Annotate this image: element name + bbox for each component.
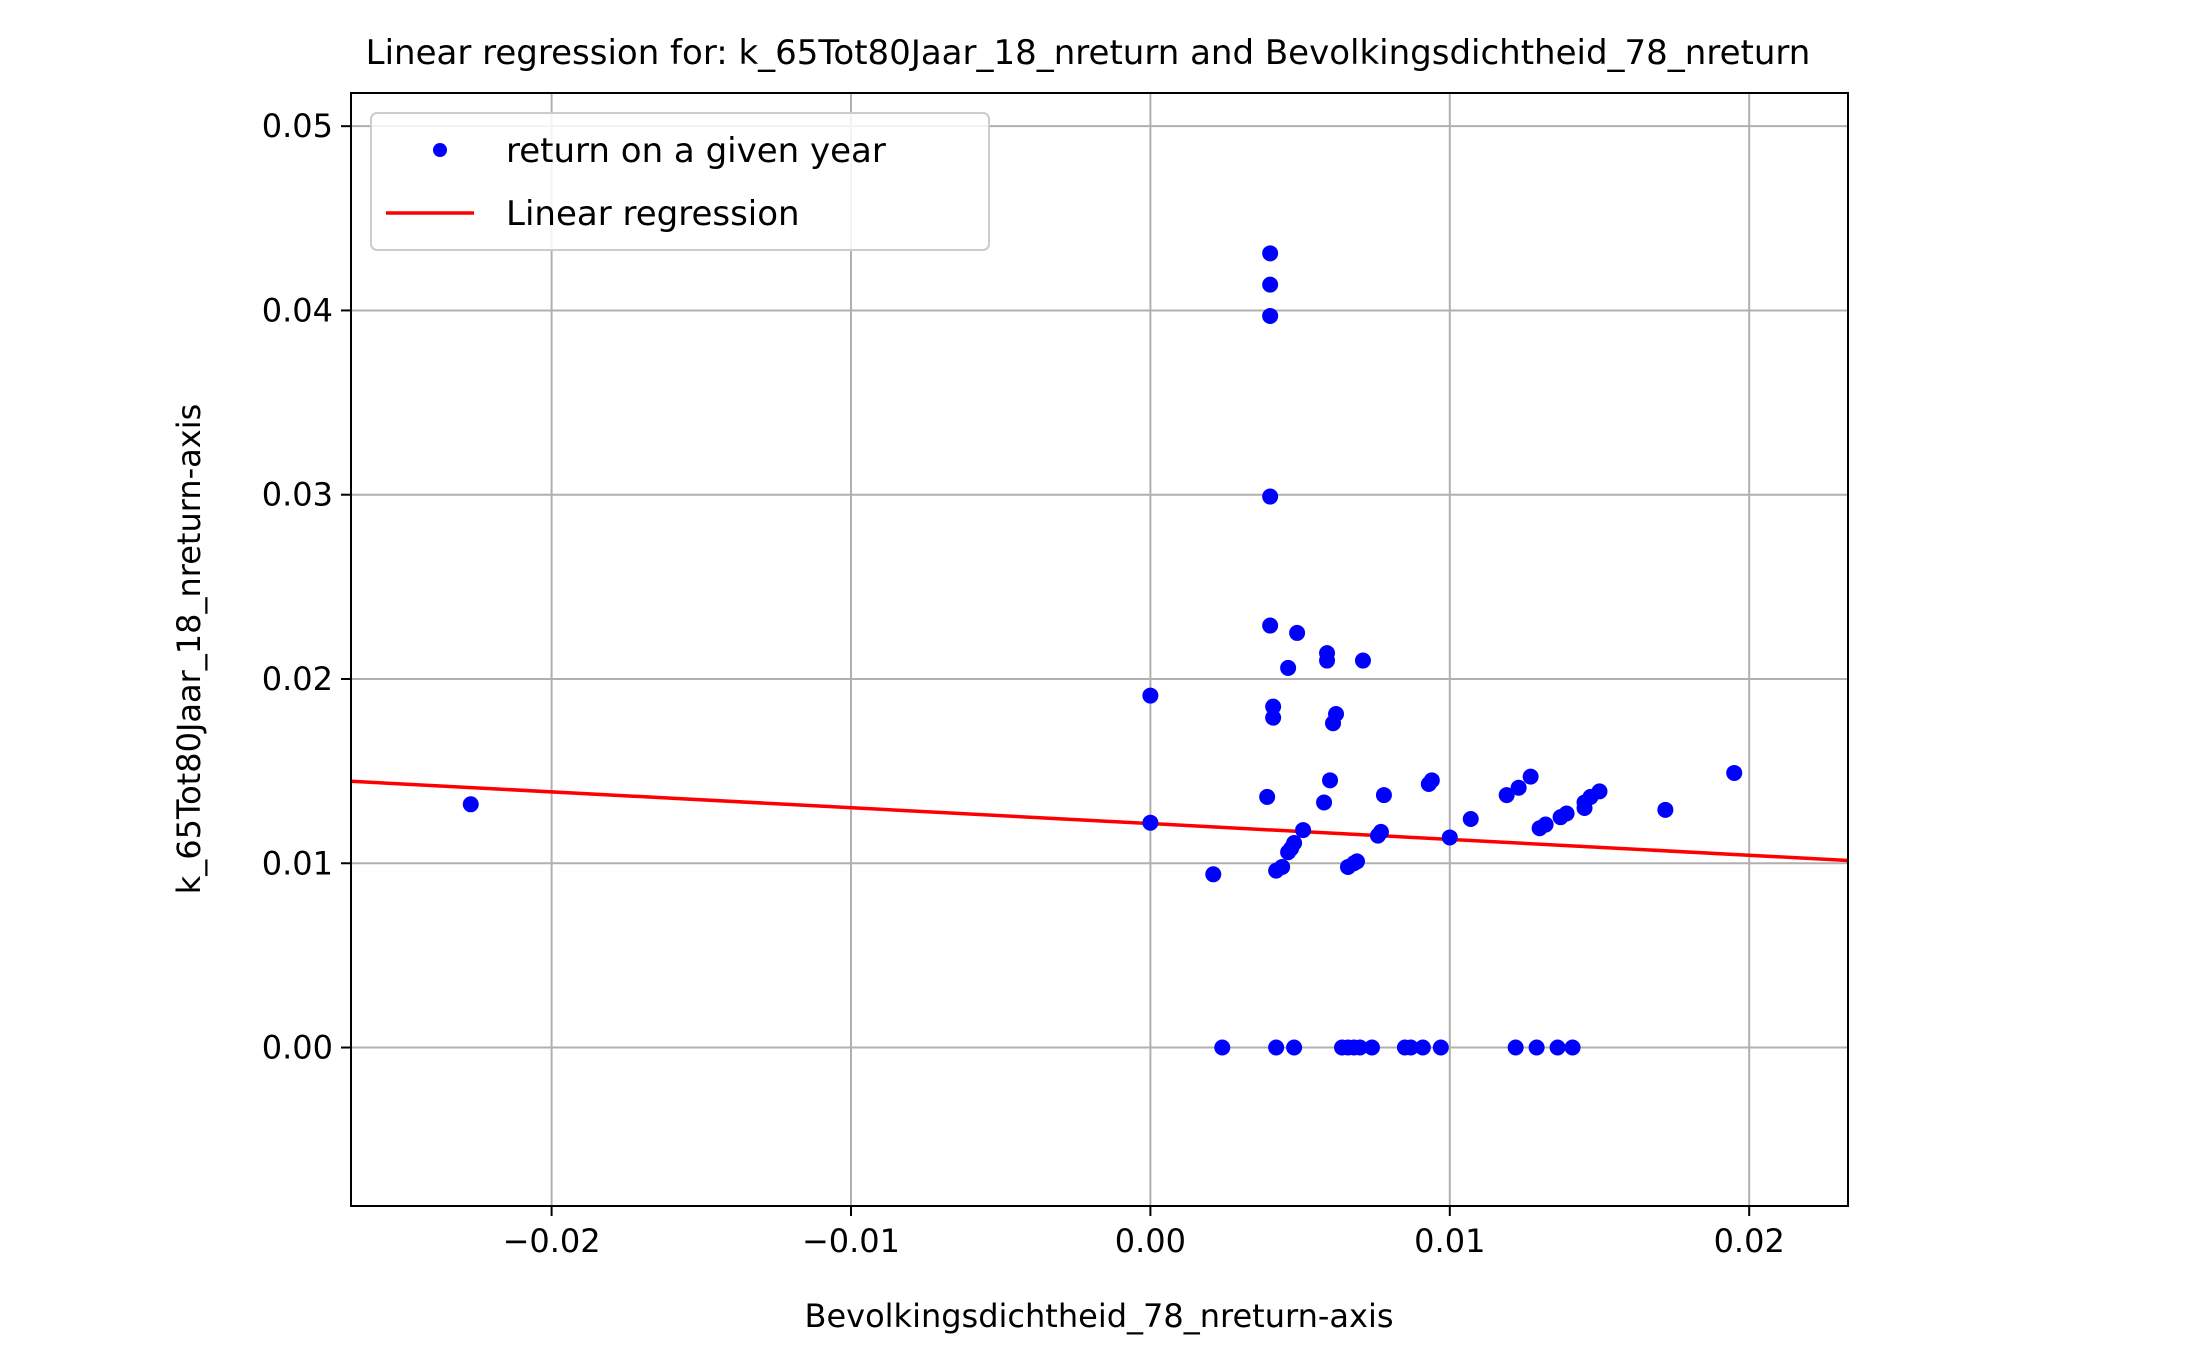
- scatter-point: [1550, 1040, 1566, 1056]
- scatter-point: [1262, 277, 1278, 293]
- x-axis-label: Bevolkingsdichtheid_78_nreturn-axis: [804, 1297, 1393, 1335]
- scatter-point: [1262, 245, 1278, 261]
- scatter-point: [1274, 859, 1290, 875]
- scatter-point: [1322, 772, 1338, 788]
- legend-scatter-marker: [433, 143, 447, 157]
- scatter-point: [1657, 802, 1673, 818]
- scatter-point: [1559, 806, 1575, 822]
- scatter-point: [1511, 780, 1527, 796]
- scatter-point: [1328, 706, 1344, 722]
- scatter-point: [1415, 1040, 1431, 1056]
- scatter-point: [1529, 1040, 1545, 1056]
- scatter-point: [1726, 765, 1742, 781]
- scatter-point: [1262, 308, 1278, 324]
- scatter-point: [1205, 866, 1221, 882]
- legend-label-scatter: return on a given year: [506, 131, 886, 171]
- x-tick-label: −0.02: [503, 1222, 601, 1260]
- x-tick-label: 0.00: [1115, 1222, 1186, 1260]
- scatter-point: [1268, 1040, 1284, 1056]
- scatter-point: [1289, 625, 1305, 641]
- scatter-point: [1364, 1040, 1380, 1056]
- scatter-point: [1259, 789, 1275, 805]
- scatter-point: [1280, 660, 1296, 676]
- regression-layer: [351, 781, 1848, 860]
- scatter-point: [1295, 822, 1311, 838]
- chart-title: Linear regression for: k_65Tot80Jaar_18_…: [366, 33, 1811, 73]
- scatter-point: [1376, 787, 1392, 803]
- scatter-point: [1538, 817, 1554, 833]
- scatter-layer: [463, 245, 1742, 1055]
- legend: return on a given year Linear regression: [371, 113, 989, 250]
- scatter-point: [1565, 1040, 1581, 1056]
- scatter-point: [1286, 835, 1302, 851]
- scatter-point: [1442, 829, 1458, 845]
- scatter-point: [1463, 811, 1479, 827]
- y-tick-label: 0.01: [262, 844, 333, 882]
- legend-label-line: Linear regression: [506, 194, 800, 234]
- grid: [351, 93, 1848, 1206]
- x-tick-label: −0.01: [802, 1222, 900, 1260]
- scatter-point: [1214, 1040, 1230, 1056]
- scatter-point: [1424, 772, 1440, 788]
- scatter-point: [1142, 688, 1158, 704]
- y-axis-ticks: 0.00 0.01 0.02 0.03 0.04 0.05: [262, 107, 351, 1066]
- scatter-point: [1508, 1040, 1524, 1056]
- scatter-point: [463, 796, 479, 812]
- scatter-point: [1319, 653, 1335, 669]
- scatter-point: [1316, 794, 1332, 810]
- scatter-point: [1286, 1040, 1302, 1056]
- regression-line: [351, 781, 1848, 860]
- scatter-point: [1433, 1040, 1449, 1056]
- scatter-point: [1142, 815, 1158, 831]
- scatter-point: [1355, 653, 1371, 669]
- y-tick-label: 0.03: [262, 476, 333, 514]
- y-tick-label: 0.05: [262, 107, 333, 145]
- y-axis-label: k_65Tot80Jaar_18_nreturn-axis: [170, 404, 208, 895]
- y-tick-label: 0.02: [262, 660, 333, 698]
- scatter-point: [1262, 618, 1278, 634]
- scatter-point: [1262, 489, 1278, 505]
- x-axis-ticks: −0.02 −0.01 0.00 0.01 0.02: [503, 1206, 1785, 1260]
- x-tick-label: 0.02: [1714, 1222, 1785, 1260]
- y-tick-label: 0.00: [262, 1029, 333, 1067]
- scatter-point: [1349, 853, 1365, 869]
- scatter-point: [1523, 769, 1539, 785]
- scatter-point: [1265, 710, 1281, 726]
- scatter-point: [1591, 783, 1607, 799]
- scatter-point: [1373, 824, 1389, 840]
- x-tick-label: 0.01: [1414, 1222, 1485, 1260]
- y-tick-label: 0.04: [262, 291, 333, 329]
- plot-area-frame: [351, 93, 1848, 1206]
